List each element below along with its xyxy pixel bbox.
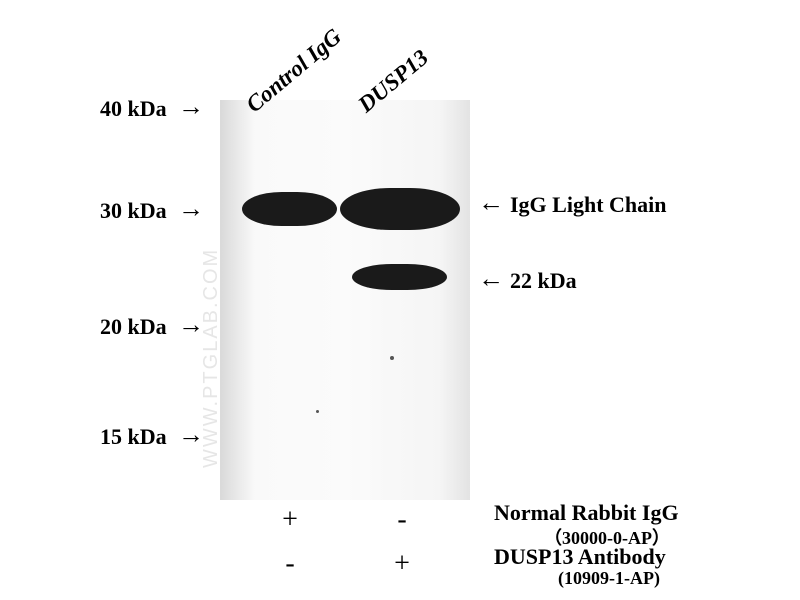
row2-catalog: (10909-1-AP): [558, 568, 660, 589]
mw-arrow-40: →: [178, 92, 204, 122]
anno-arrow-22kda: ←: [478, 264, 504, 294]
anno-label-22kda: 22 kDa: [510, 268, 577, 294]
band-dusp13-igg-light: [340, 188, 460, 230]
mw-label-15: 15 kDa: [100, 424, 167, 450]
anno-arrow-igg-light: ←: [478, 188, 504, 218]
band-dusp13-22kda: [352, 264, 447, 290]
band-control-igg-light: [242, 192, 337, 226]
row2-reagent: DUSP13 Antibody: [494, 544, 666, 570]
mw-label-20: 20 kDa: [100, 314, 167, 340]
row2-lane2-mark: +: [388, 548, 416, 580]
mw-arrow-20: →: [178, 310, 204, 340]
mw-label-40: 40 kDa: [100, 96, 167, 122]
mw-arrow-15: →: [178, 420, 204, 450]
row2-lane1-mark: -: [276, 548, 304, 580]
row1-lane1-mark: +: [276, 504, 304, 536]
western-blot-figure: WWW.PTGLAB.COM Control IgG DUSP13 40 kDa…: [0, 0, 800, 600]
blot-membrane: [220, 100, 470, 500]
row1-reagent: Normal Rabbit IgG: [494, 500, 679, 526]
anno-label-igg-light: IgG Light Chain: [510, 192, 667, 218]
mw-arrow-30: →: [178, 194, 204, 224]
row1-lane2-mark: -: [388, 504, 416, 536]
blot-speckle: [316, 410, 319, 413]
blot-speckle: [390, 356, 394, 360]
mw-label-30: 30 kDa: [100, 198, 167, 224]
